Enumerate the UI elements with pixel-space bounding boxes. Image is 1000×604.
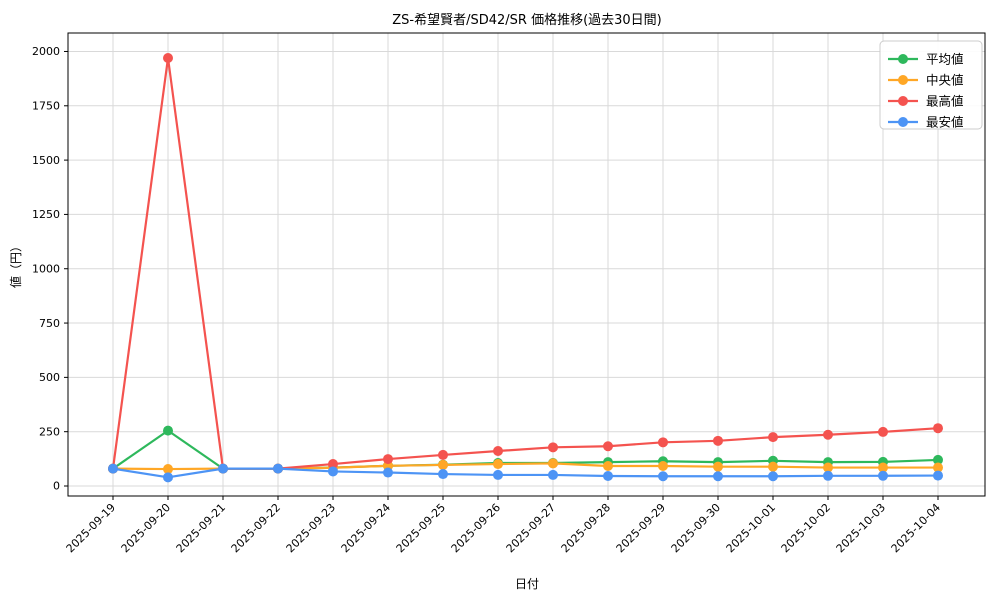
x-tick-label: 2025-09-27	[504, 501, 558, 555]
y-tick-label: 1750	[32, 100, 60, 113]
data-point-median	[493, 459, 503, 470]
x-tick-label: 2025-09-26	[449, 501, 503, 555]
data-point-max	[163, 52, 173, 63]
series-line-min	[112, 467, 939, 479]
data-point-min	[438, 469, 448, 480]
grid-layer	[68, 33, 985, 496]
x-tick-label: 2025-09-20	[119, 501, 173, 555]
y-tick-label: 1500	[32, 154, 60, 167]
series-line-max	[111, 56, 939, 470]
data-point-median	[163, 464, 173, 475]
data-point-min	[273, 463, 283, 474]
series-layer	[108, 52, 943, 483]
x-tick-label: 2025-09-19	[64, 501, 118, 555]
y-tick-label: 0	[53, 480, 60, 493]
data-point-median	[933, 462, 943, 473]
x-tick-label: 2025-10-03	[834, 501, 888, 555]
data-point-max	[768, 432, 778, 443]
data-point-max	[713, 435, 723, 446]
x-tick-label: 2025-09-21	[174, 501, 228, 555]
data-point-min	[108, 463, 118, 474]
axis-layer	[64, 32, 986, 500]
data-point-min	[163, 472, 173, 483]
y-tick-label: 2000	[32, 45, 60, 58]
x-tick-label: 2025-09-25	[394, 501, 448, 555]
data-point-max	[603, 441, 613, 452]
data-point-min	[933, 470, 943, 481]
x-tick-label: 2025-09-28	[559, 501, 613, 555]
y-tick-label: 250	[39, 425, 60, 438]
data-point-avg	[933, 454, 943, 465]
data-point-min	[603, 471, 613, 482]
y-tick-label: 750	[39, 317, 60, 330]
x-tick-label: 2025-10-02	[779, 501, 833, 555]
data-point-min	[383, 467, 393, 478]
data-point-max	[493, 446, 503, 457]
x-tick-label: 2025-10-01	[724, 501, 778, 555]
x-tick-label: 2025-09-29	[614, 501, 668, 555]
data-point-max	[933, 423, 943, 434]
series-median	[108, 458, 943, 475]
legend-label-median: 中央値	[926, 72, 964, 87]
data-point-min	[328, 466, 338, 477]
chart-title: ZS-希望賢者/SD42/SR 価格推移(過去30日間)	[392, 12, 662, 28]
legend-marker-median	[898, 75, 908, 85]
legend-label-min: 最安値	[926, 114, 964, 129]
data-point-max	[548, 442, 558, 453]
data-point-median	[658, 461, 668, 472]
legend-item-avg: 平均値	[888, 51, 964, 66]
data-point-min	[658, 471, 668, 482]
legend-item-median: 中央値	[888, 72, 964, 87]
data-point-median	[548, 458, 558, 469]
x-tick-label: 2025-09-23	[284, 501, 338, 555]
data-point-min	[713, 471, 723, 482]
data-point-median	[768, 461, 778, 472]
legend-marker-min	[898, 117, 908, 127]
legend-item-max: 最高値	[888, 93, 964, 108]
x-tick-label: 2025-09-22	[229, 501, 283, 555]
data-point-max	[878, 426, 888, 437]
data-point-median	[438, 459, 448, 470]
data-point-median	[713, 461, 723, 472]
legend-label-max: 最高値	[926, 93, 964, 108]
y-tick-label: 500	[39, 371, 60, 384]
y-tick-label: 1000	[32, 262, 60, 275]
data-point-min	[768, 471, 778, 482]
y-tick-label: 1250	[32, 208, 60, 221]
x-axis-label: 日付	[515, 577, 539, 591]
data-point-median	[823, 462, 833, 473]
data-point-max	[438, 449, 448, 460]
plot-border	[67, 32, 986, 497]
data-point-min	[493, 469, 503, 480]
data-point-max	[383, 454, 393, 465]
x-tick-label: 2025-09-30	[669, 501, 723, 555]
data-point-min	[548, 469, 558, 480]
y-axis-label: 値（円）	[8, 240, 23, 288]
data-point-min	[823, 470, 833, 481]
series-min	[108, 463, 943, 483]
data-point-min	[218, 463, 228, 474]
x-tick-label: 2025-10-04	[889, 501, 943, 555]
legend-label-avg: 平均値	[926, 51, 964, 66]
legend-item-min: 最安値	[888, 114, 964, 129]
data-point-avg	[163, 425, 173, 436]
series-max	[108, 52, 943, 474]
data-point-max	[658, 437, 668, 448]
legend-marker-avg	[898, 54, 908, 64]
legend-marker-max	[898, 96, 908, 106]
data-point-max	[328, 459, 338, 470]
x-tick-label: 2025-09-24	[339, 501, 393, 555]
data-point-min	[878, 470, 888, 481]
data-point-median	[603, 461, 613, 472]
data-point-max	[823, 429, 833, 440]
data-point-median	[878, 462, 888, 473]
